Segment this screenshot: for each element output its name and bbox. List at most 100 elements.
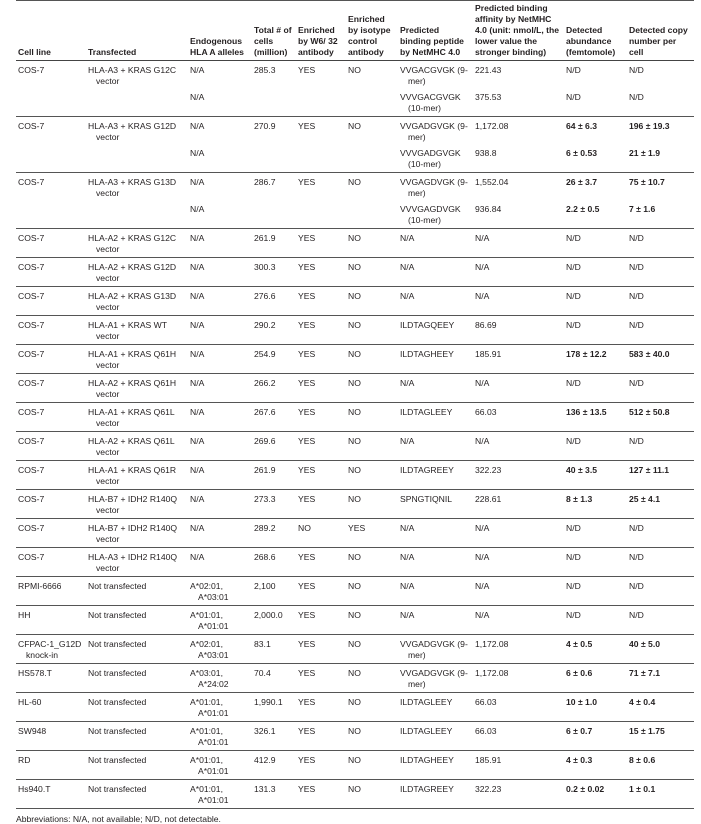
- enriched-isotype: NO: [346, 257, 398, 287]
- affinity: N/A: [473, 431, 564, 461]
- table-row: COS-7 HLA-B7 + IDH2 R140Q vector N/A 273.3 Y…: [16, 489, 694, 519]
- enriched-w6-32: YES: [296, 60, 346, 117]
- copy-number: N/D: [627, 547, 694, 577]
- total-cells: 268.6: [252, 547, 296, 577]
- transfected: HLA-A3 + KRAS G12C vector: [86, 60, 188, 117]
- table-row: COS-7 HLA-A3 + IDH2 R140Q vector N/A 268.6 Y…: [16, 547, 694, 577]
- peptide: ILDTAGREEY: [398, 460, 473, 490]
- affinity: 185.91: [473, 344, 564, 374]
- total-cells: 270.9: [252, 116, 296, 173]
- peptide: ILDTAGLEEY: [398, 402, 473, 432]
- header-row: Cell line Transfected Endogenous HLA A a…: [16, 0, 694, 61]
- header-peptide: Predicted binding peptide by NetMHC 4.0: [398, 0, 473, 61]
- endogenous-hla: A*01:01, A*01:01: [188, 750, 252, 780]
- copy-number: N/D: [627, 605, 694, 635]
- peptide: N/A: [398, 286, 473, 316]
- affinity: 66.03: [473, 692, 564, 722]
- enriched-w6-32: YES: [296, 431, 346, 461]
- abundance: 26 ± 3.7: [564, 172, 627, 201]
- affinity: 322.23: [473, 779, 564, 809]
- abundance: 10 ± 1.0: [564, 692, 627, 722]
- peptide: N/A: [398, 547, 473, 577]
- enriched-w6-32: YES: [296, 663, 346, 693]
- affinity: 375.53: [475, 92, 502, 102]
- total-cells: 261.9: [252, 228, 296, 258]
- endogenous-hla: A*01:01, A*01:01: [188, 692, 252, 722]
- total-cells: 2,000.0: [252, 605, 296, 635]
- table-body: COS-7 HLA-A3 + KRAS G12C vector N/A 285.3 YE…: [16, 60, 694, 809]
- peptide: ILDTAGQEEY: [398, 315, 473, 345]
- endogenous-hla: A*01:01, A*01:01: [188, 605, 252, 635]
- total-cells: 273.3: [252, 489, 296, 519]
- affinity: 322.23: [473, 460, 564, 490]
- peptide: ILDTAGHEEY: [398, 344, 473, 374]
- enriched-w6-32: YES: [296, 257, 346, 287]
- total-cells: 254.9: [252, 344, 296, 374]
- transfected: HLA-A2 + KRAS Q61L vector: [86, 431, 188, 461]
- abundance: 64 ± 6.3: [564, 116, 627, 145]
- abundance: 6 ± 0.6: [564, 663, 627, 693]
- endogenous-hla: N/A: [188, 489, 252, 519]
- copy-number: 4 ± 0.4: [627, 692, 694, 722]
- copy-number: 8 ± 0.6: [627, 750, 694, 780]
- transfected: Not transfected: [86, 663, 188, 693]
- enriched-isotype: NO: [346, 344, 398, 374]
- abundance: N/D: [564, 605, 627, 635]
- abundance: N/D: [564, 547, 627, 577]
- peptide: VVVGAGDVGK (10-mer): [400, 204, 461, 225]
- peptide: N/A: [398, 576, 473, 606]
- cell-line: COS-7: [16, 60, 86, 117]
- peptide: VVGADGVGK (9-mer): [398, 116, 473, 145]
- cell-line: COS-7: [16, 315, 86, 345]
- peptide: N/A: [398, 373, 473, 403]
- endogenous-hla: N/A: [188, 402, 252, 432]
- cell-line: COS-7: [16, 431, 86, 461]
- total-cells: 70.4: [252, 663, 296, 693]
- transfected: HLA-A3 + KRAS G13D vector: [86, 172, 188, 229]
- endogenous-hla: N/A: [188, 431, 252, 461]
- copy-number: N/D: [627, 228, 694, 258]
- copy-number: N/D: [627, 257, 694, 287]
- transfected: HLA-A3 + IDH2 R140Q vector: [86, 547, 188, 577]
- cell-line: COS-7: [16, 460, 86, 490]
- affinity: 221.43: [473, 60, 564, 89]
- endogenous-hla: N/A: [188, 315, 252, 345]
- cell-line: COS-7: [16, 489, 86, 519]
- table-row: N/A VVVGACGVGK (10-mer) 375.53 N/D N/D: [16, 89, 694, 117]
- transfected: HLA-A1 + KRAS WT vector: [86, 315, 188, 345]
- transfected: HLA-A2 + KRAS Q61H vector: [86, 373, 188, 403]
- enriched-isotype: NO: [346, 315, 398, 345]
- header-endogenous-hla: Endogenous HLA A alleles: [188, 0, 252, 61]
- enriched-isotype: NO: [346, 489, 398, 519]
- affinity: N/A: [473, 547, 564, 577]
- abundance: N/D: [564, 518, 627, 548]
- abundance: N/D: [564, 257, 627, 287]
- peptide: VVGACGVGK (9-mer): [398, 60, 473, 89]
- copy-number: 583 ± 40.0: [627, 344, 694, 374]
- copy-number: 512 ± 50.8: [627, 402, 694, 432]
- table-row: COS-7 HLA-A3 + KRAS G12D vector N/A 270.9 YE…: [16, 116, 694, 173]
- abundance: 136 ± 13.5: [564, 402, 627, 432]
- enriched-isotype: NO: [346, 228, 398, 258]
- enriched-isotype: NO: [346, 605, 398, 635]
- peptide: N/A: [398, 431, 473, 461]
- copy-number: 196 ± 19.3: [627, 116, 694, 145]
- affinity: 86.69: [473, 315, 564, 345]
- copy-number: 75 ± 10.7: [627, 172, 694, 201]
- peptide: SPNGTIQNIL: [398, 489, 473, 519]
- enriched-isotype: NO: [346, 431, 398, 461]
- enriched-w6-32: NO: [296, 518, 346, 548]
- enriched-w6-32: YES: [296, 576, 346, 606]
- transfected: HLA-A1 + KRAS Q61H vector: [86, 344, 188, 374]
- enriched-isotype: NO: [346, 634, 398, 664]
- copy-number: 21 ± 1.9: [629, 148, 660, 158]
- abundance: 0.2 ± 0.02: [564, 779, 627, 809]
- affinity: N/A: [473, 228, 564, 258]
- peptide: VVVGADGVGK (10-mer): [400, 148, 461, 169]
- results-table: Cell line Transfected Endogenous HLA A a…: [16, 0, 694, 809]
- total-cells: 290.2: [252, 315, 296, 345]
- transfected: HLA-A2 + KRAS G12C vector: [86, 228, 188, 258]
- peptide: N/A: [398, 228, 473, 258]
- enriched-w6-32: YES: [296, 286, 346, 316]
- table-row: COS-7 HLA-A2 + KRAS G12C vector N/A 261.9 YE…: [16, 228, 694, 258]
